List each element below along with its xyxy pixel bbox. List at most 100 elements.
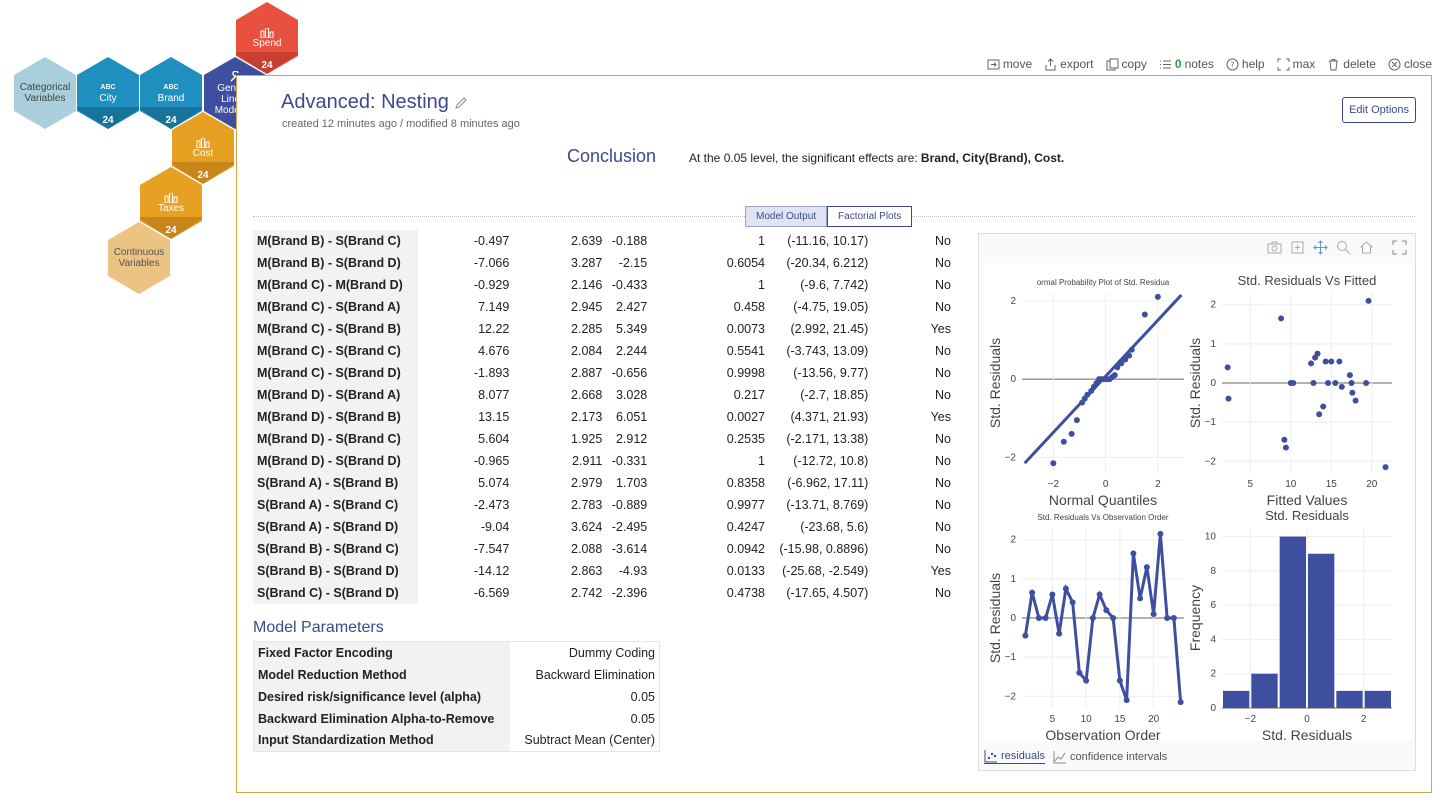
export-label: export [1060,57,1094,71]
taxes-count: 24 [165,225,177,236]
table-cell: 0.0073 [651,318,769,340]
data-point [1310,380,1317,386]
conclusion-prefix: At the 0.05 level, the significant effec… [689,151,921,165]
table-cell: S(Brand B) - S(Brand D) [253,560,419,582]
camera-icon[interactable] [1267,240,1282,255]
data-point [1332,380,1339,386]
table-cell: No [872,230,955,252]
help-button[interactable]: ? help [1226,57,1265,71]
table-cell: (-25.68, -2.549) [782,564,869,578]
tab-factorial-plots[interactable]: Factorial Plots [827,206,913,227]
brand-count: 24 [165,115,177,126]
data-point [1110,615,1117,621]
histogram-bar [1336,690,1363,708]
edit-options-button[interactable]: Edit Options [1342,97,1416,123]
table-cell: -7.066 [473,256,510,270]
data-point [1035,615,1042,621]
table-cell: -4.93 [618,564,648,578]
table-cell: -9.04 [480,520,510,534]
help-label: help [1241,57,1265,71]
table-cell: 0.458 [733,300,765,314]
table-cell: (-2.171, 13.38) [786,432,869,446]
comparison-table: M(Brand B) - S(Brand C) -0.497 2.639 -0.188… [253,230,955,604]
table-cell: (-20.34, 6.212) [786,256,869,270]
delete-button[interactable]: delete [1327,57,1376,71]
notes-button[interactable]: 0 notes [1159,57,1214,71]
table-cell: (-11.16, 10.17) [769,230,873,252]
y-tick-label: 8 [1210,566,1216,577]
confidence-intervals-view-button[interactable]: confidence intervals [1053,749,1167,764]
data-point [1123,697,1130,704]
abc-icon: ABC [100,84,116,91]
table-cell: (-23.68, 5.6) [800,520,869,534]
categorical-variables-label: Categorical Variables [19,82,71,104]
table-cell: 8.077 [478,388,510,402]
list-icon [1159,60,1171,68]
table-cell: 0.5541 [726,344,765,358]
data-point [1352,397,1359,404]
x-tick-label: 2 [1155,479,1161,490]
tab-model-output[interactable]: Model Output [745,206,828,227]
table-cell: No [935,432,951,446]
table-row: M(Brand C) - S(Brand A) 7.149 2.945 2.427 0.… [253,296,955,318]
max-label: max [1292,57,1316,71]
data-point [1096,591,1103,598]
data-point [1084,391,1091,398]
table-cell: 1 [651,274,769,296]
table-cell: No [872,362,955,384]
table-cell: 2.742 [513,582,607,604]
conclusion-effects: Brand, City(Brand), Cost. [920,151,1065,165]
table-cell: M(Brand D) - S(Brand D) [253,450,419,472]
table-cell: S(Brand B) - S(Brand C) [253,538,419,560]
parameter-label: Desired risk/significance level (alpha) [253,685,510,708]
data-point [1177,699,1184,706]
residuals-label: residuals [1001,750,1046,762]
close-button[interactable]: close [1388,57,1432,71]
residuals-view-button[interactable]: residuals [984,749,1046,764]
categorical-variables-hex[interactable]: Categorical Variables [14,57,76,129]
table-cell: 2.146 [513,274,607,296]
data-point [1336,358,1343,365]
pencil-icon[interactable] [454,96,468,110]
fullscreen-icon[interactable] [1392,240,1407,255]
x-tick-label: 0 [1103,479,1109,490]
plot-area[interactable]: −2 0 2 −2 0 2 ormal Probability Plot of Std. R… [984,263,1412,743]
export-button[interactable]: export [1044,57,1094,71]
table-cell: 2.783 [513,494,607,516]
table-cell: No [935,388,951,402]
chart-icon [196,137,210,148]
home-icon[interactable] [1359,240,1374,255]
x-axis-label: Normal Quantiles [1049,492,1157,508]
table-cell: 6.051 [606,406,652,428]
export-icon [1045,57,1056,70]
table-cell: 2.979 [571,476,603,490]
pan-icon[interactable] [1313,240,1328,255]
table-cell: -2.15 [618,256,648,270]
data-point [1346,372,1353,379]
x-tick-label: 20 [1366,479,1378,490]
parameter-label: Model Reduction Method [253,663,510,686]
zoom-box-icon[interactable] [1290,240,1305,255]
data-point [1029,589,1036,596]
table-cell: -7.547 [418,538,514,560]
table-cell: M(Brand D) - S(Brand C) [253,428,419,450]
table-row: M(Brand D) - S(Brand C) 5.604 1.925 2.912 0.… [253,428,955,450]
data-point [1154,293,1161,300]
table-cell: (-13.71, 8.769) [769,494,873,516]
zoom-icon[interactable] [1336,240,1351,255]
data-point [1314,350,1321,357]
city-hex[interactable]: ABC City 24 [77,57,139,129]
table-cell: 2.285 [513,318,607,340]
x-axis-label: Fitted Values [1267,492,1348,508]
table-cell: (-17.65, 4.507) [769,582,873,604]
copy-button[interactable]: copy [1106,57,1147,71]
table-cell: M(Brand C) - S(Brand C) [253,340,419,362]
move-button[interactable]: move [987,57,1032,71]
table-cell: S(Brand C) - S(Brand D) [253,582,419,604]
table-cell: 2.173 [513,406,607,428]
taxes-label: Taxes [157,202,185,214]
max-button[interactable]: max [1277,57,1316,71]
table-cell: 4.676 [478,344,510,358]
close-label: close [1403,57,1432,71]
parameter-value: 0.05 [630,711,655,726]
